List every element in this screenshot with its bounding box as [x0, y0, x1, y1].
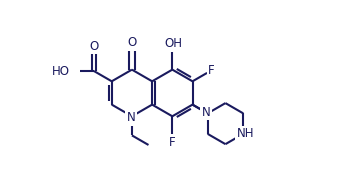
Text: OH: OH — [164, 37, 182, 50]
Text: N: N — [202, 106, 210, 119]
Text: N: N — [127, 111, 135, 124]
Text: O: O — [89, 40, 99, 53]
Text: NH: NH — [237, 127, 254, 140]
Text: F: F — [208, 64, 215, 77]
Text: HO: HO — [52, 65, 70, 78]
Text: F: F — [169, 136, 176, 149]
Text: O: O — [127, 36, 137, 49]
